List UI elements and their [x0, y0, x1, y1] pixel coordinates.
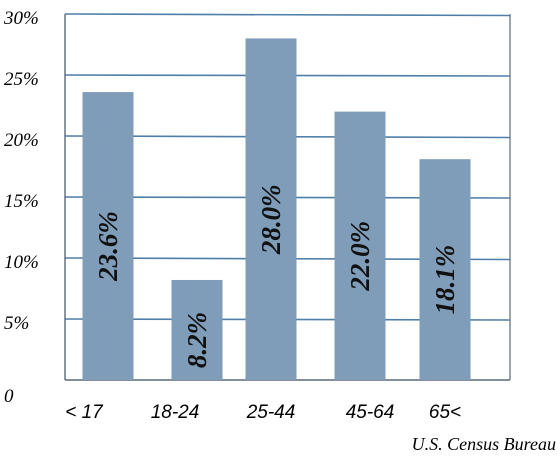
bar [245, 38, 297, 381]
bar [82, 92, 134, 380]
y-tick-label: 30% [3, 8, 39, 29]
bar [171, 279, 223, 380]
y-tick-label: 10% [4, 252, 39, 273]
bars: 23.6% 8.2% 28.0% 22.0% 18.1% [82, 38, 471, 381]
y-tick-label: 25% [4, 69, 39, 90]
x-tick-label: 45-64 [346, 402, 395, 423]
source-note: U.S. Census Bureau [412, 434, 556, 454]
bar-value-label: 22.0% [345, 221, 375, 292]
bar-value-label: 18.1% [430, 245, 460, 315]
bar-value-label: 28.0% [256, 184, 286, 255]
x-tick-label: 18-24 [151, 402, 200, 423]
bar [419, 159, 471, 380]
x-tick-label: < 17 [65, 402, 104, 423]
x-tick-label: 25-44 [246, 402, 296, 423]
x-tick-label: 65< [429, 402, 461, 423]
bar [334, 111, 386, 380]
y-tick-label: 20% [4, 130, 39, 151]
grid-line [64, 13, 511, 17]
bar-value-label: 8.2% [182, 312, 212, 368]
x-tick-labels: < 17 18-24 25-44 45-64 65< [65, 402, 461, 423]
y-tick-label: 5% [4, 313, 29, 334]
y-tick-labels: 0 5% 10% 15% 20% 25% 30% [3, 8, 39, 407]
bar-value-label: 23.6% [93, 211, 123, 282]
y-tick-label: 0 [4, 386, 14, 407]
y-tick-label: 15% [4, 191, 39, 212]
